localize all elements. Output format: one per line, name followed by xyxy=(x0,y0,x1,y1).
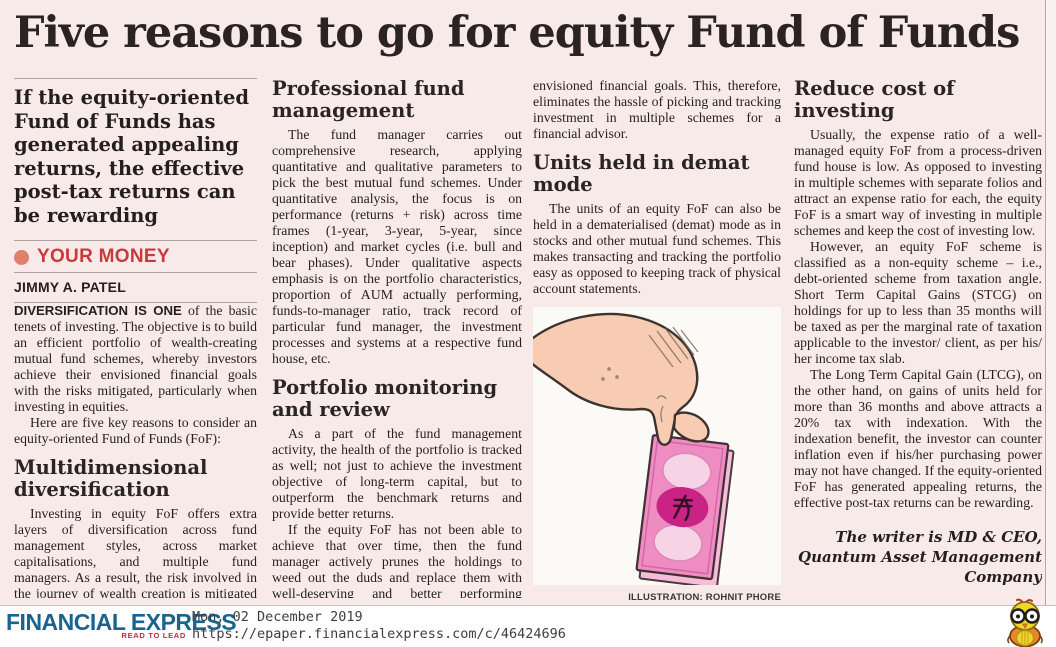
knuckle-marks xyxy=(601,367,667,423)
divider xyxy=(14,302,257,303)
section-heading-monitoring: Portfolio monitoring and review xyxy=(272,376,498,421)
rupee-banknote xyxy=(635,434,735,585)
section-heading-demat: Units held in demat mode xyxy=(533,151,750,196)
logo-wordmark: FINANCIAL EXPRESS xyxy=(6,609,237,635)
divider xyxy=(14,272,257,273)
thumb xyxy=(672,411,710,443)
paragraph: envisioned financial goals. This, theref… xyxy=(533,78,781,141)
hand-shading-hatch xyxy=(648,326,699,368)
illustration-credit: ILLUSTRATION: ROHNIT PHORE xyxy=(628,592,781,603)
standfirst: If the equity-oriented Fund of Funds has… xyxy=(14,86,250,227)
divider xyxy=(14,78,257,79)
footer-meta: Mon, 02 December 2019 https://epaper.fin… xyxy=(192,609,566,643)
hand-dropping-banknote-illustration xyxy=(533,307,781,585)
rupee-symbol-scribble xyxy=(673,494,694,522)
hand-money-illustration xyxy=(533,307,781,585)
owl-mascot-icon xyxy=(1007,598,1043,647)
paragraph: Here are five key reasons to consider an… xyxy=(14,415,257,446)
section-heading-professional: Professional fund management xyxy=(272,78,465,122)
section-kicker: YOUR MONEY xyxy=(14,241,257,272)
bullet-icon xyxy=(14,249,29,265)
paragraph: However, an equity FoF scheme is classif… xyxy=(794,239,1042,366)
lead-in-rest: of the basic tenets of investing. The ob… xyxy=(14,303,257,414)
column-2: Professional fund management The fund ma… xyxy=(272,78,522,598)
epaper-url[interactable]: https://epaper.financialexpress.com/c/46… xyxy=(192,626,566,642)
paragraph: The fund manager carries out comprehensi… xyxy=(272,127,522,366)
writer-credit: The writer is MD & CEO, Quantum Asset Ma… xyxy=(798,528,1042,586)
paragraph: Usually, the expense ratio of a well-man… xyxy=(794,127,1042,238)
paragraph-lead: DIVERSIFICATION IS ONE of the basic tene… xyxy=(14,303,257,415)
financial-express-logo: FINANCIAL EXPRESS READ TO LEAD xyxy=(6,609,237,641)
divider xyxy=(14,240,257,241)
hand-icon xyxy=(533,312,710,446)
section-heading-cost: Reduce cost of investing xyxy=(794,78,955,122)
section-heading-multidimensional: Multidimensional diversification xyxy=(14,456,208,501)
publication-date: Mon, 02 December 2019 xyxy=(192,609,363,625)
logo-tagline: READ TO LEAD xyxy=(121,631,186,640)
paragraph: The Long Term Capital Gain (LTCG), on th… xyxy=(794,367,1042,510)
lead-in-bold: DIVERSIFICATION IS ONE xyxy=(14,303,182,318)
kicker-label: YOUR MONEY xyxy=(37,246,170,267)
page-edge-strip xyxy=(1045,0,1056,605)
article-region: Five reasons to go for equity Fund of Fu… xyxy=(0,0,1056,605)
paragraph: The units of an equity FoF can also be h… xyxy=(533,201,781,296)
column-1: If the equity-oriented Fund of Funds has… xyxy=(14,78,257,598)
epaper-footer: FINANCIAL EXPRESS READ TO LEAD Mon, 02 D… xyxy=(0,598,1056,647)
column-3: envisioned financial goals. This, theref… xyxy=(533,78,781,603)
byline: JIMMY A. PATEL xyxy=(14,279,126,295)
paragraph: If the equity FoF has not been able to a… xyxy=(272,522,522,598)
paragraph: As a part of the fund management activit… xyxy=(272,426,522,521)
column-4: Reduce cost of investing Usually, the ex… xyxy=(794,78,1042,598)
article-headline: Five reasons to go for equity Fund of Fu… xyxy=(14,8,1020,58)
paragraph: Investing in equity FoF offers extra lay… xyxy=(14,506,257,598)
